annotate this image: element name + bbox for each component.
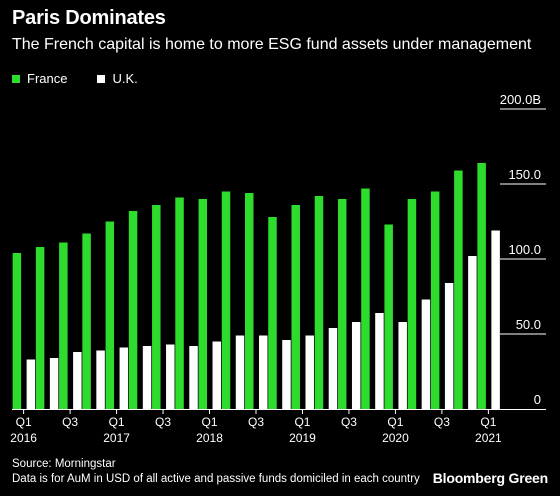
bar-france <box>268 217 277 409</box>
bar-france <box>35 247 45 409</box>
source-note: Source: Morningstar <box>12 458 116 470</box>
brand-logo: Bloomberg Green <box>432 470 548 486</box>
bar-uk <box>49 358 59 409</box>
x-tick-label-quarter: Q1 <box>109 415 125 429</box>
bar-france <box>337 199 347 409</box>
bar-france <box>175 197 184 409</box>
bar-france <box>314 196 324 409</box>
bar-uk <box>142 346 152 409</box>
bar-france <box>291 205 300 409</box>
legend-item-france: France <box>12 71 67 86</box>
bar-france <box>198 199 208 409</box>
bar-uk <box>235 335 245 409</box>
bar-france <box>128 211 138 409</box>
chart-subtitle: The French capital is home to more ESG f… <box>12 36 532 53</box>
bar-uk <box>421 299 431 409</box>
bar-france <box>82 233 91 409</box>
y-tick-label: 150.0 <box>508 167 541 182</box>
x-tick-label-quarter: Q3 <box>248 415 264 429</box>
bar-france <box>361 188 370 409</box>
bar-uk <box>166 344 175 409</box>
x-tick-label-year: 2018 <box>196 431 223 445</box>
bar-france <box>454 170 463 409</box>
bar-france <box>12 253 22 409</box>
bar-france <box>407 199 417 409</box>
chart-title: Paris Dominates <box>12 7 166 29</box>
legend-item-uk: U.K. <box>97 71 138 86</box>
x-tick-label-year: 2016 <box>10 431 37 445</box>
x-tick-label-quarter: Q1 <box>294 415 310 429</box>
x-tick-label-quarter: Q1 <box>202 415 218 429</box>
x-tick-label-year: 2017 <box>103 431 130 445</box>
bar-uk <box>375 313 384 409</box>
y-tick-label: 100.0 <box>508 242 541 257</box>
y-tick-label: 50.0 <box>516 317 541 332</box>
bar-uk <box>119 347 129 409</box>
bar-france <box>384 224 393 409</box>
bar-france <box>152 205 161 409</box>
bar-france <box>221 191 231 409</box>
legend-label-france: France <box>27 71 68 86</box>
x-tick-label-quarter: Q3 <box>341 415 357 429</box>
bar-france <box>430 191 440 409</box>
bar-uk <box>26 359 36 409</box>
bar-uk <box>468 256 477 409</box>
x-tick-label-quarter: Q1 <box>480 415 496 429</box>
bar-uk <box>491 230 500 409</box>
x-tick-label-quarter: Q3 <box>62 415 78 429</box>
bar-uk <box>351 322 361 409</box>
x-tick-label-quarter: Q1 <box>387 415 403 429</box>
y-tick-label: 200.0B <box>500 92 541 107</box>
bar-uk <box>189 346 198 409</box>
bar-uk <box>96 350 105 409</box>
x-tick-label-year: 2019 <box>289 431 316 445</box>
bar-france <box>59 242 68 409</box>
bar-uk <box>73 352 82 409</box>
x-tick-label-year: 2020 <box>382 431 409 445</box>
x-tick-label-year: 2021 <box>475 431 502 445</box>
x-tick-label-quarter: Q1 <box>16 415 32 429</box>
bar-uk <box>305 335 314 409</box>
bar-uk <box>328 328 338 409</box>
legend: France U.K. <box>12 71 168 86</box>
bar-uk <box>282 340 291 409</box>
bar-france <box>105 221 115 409</box>
legend-label-uk: U.K. <box>112 71 138 86</box>
bar-uk <box>444 283 454 409</box>
bar-uk <box>212 341 222 409</box>
legend-swatch-uk <box>97 74 106 83</box>
bar-uk <box>398 322 407 409</box>
x-tick-label-quarter: Q3 <box>434 415 450 429</box>
legend-swatch-france <box>12 74 20 83</box>
bar-france <box>245 193 254 409</box>
bar-france <box>477 163 486 409</box>
data-note: Data is for AuM in USD of all active and… <box>12 473 420 485</box>
bar-uk <box>259 335 268 409</box>
y-tick-label: 0 <box>534 392 541 407</box>
x-tick-label-quarter: Q3 <box>155 415 171 429</box>
